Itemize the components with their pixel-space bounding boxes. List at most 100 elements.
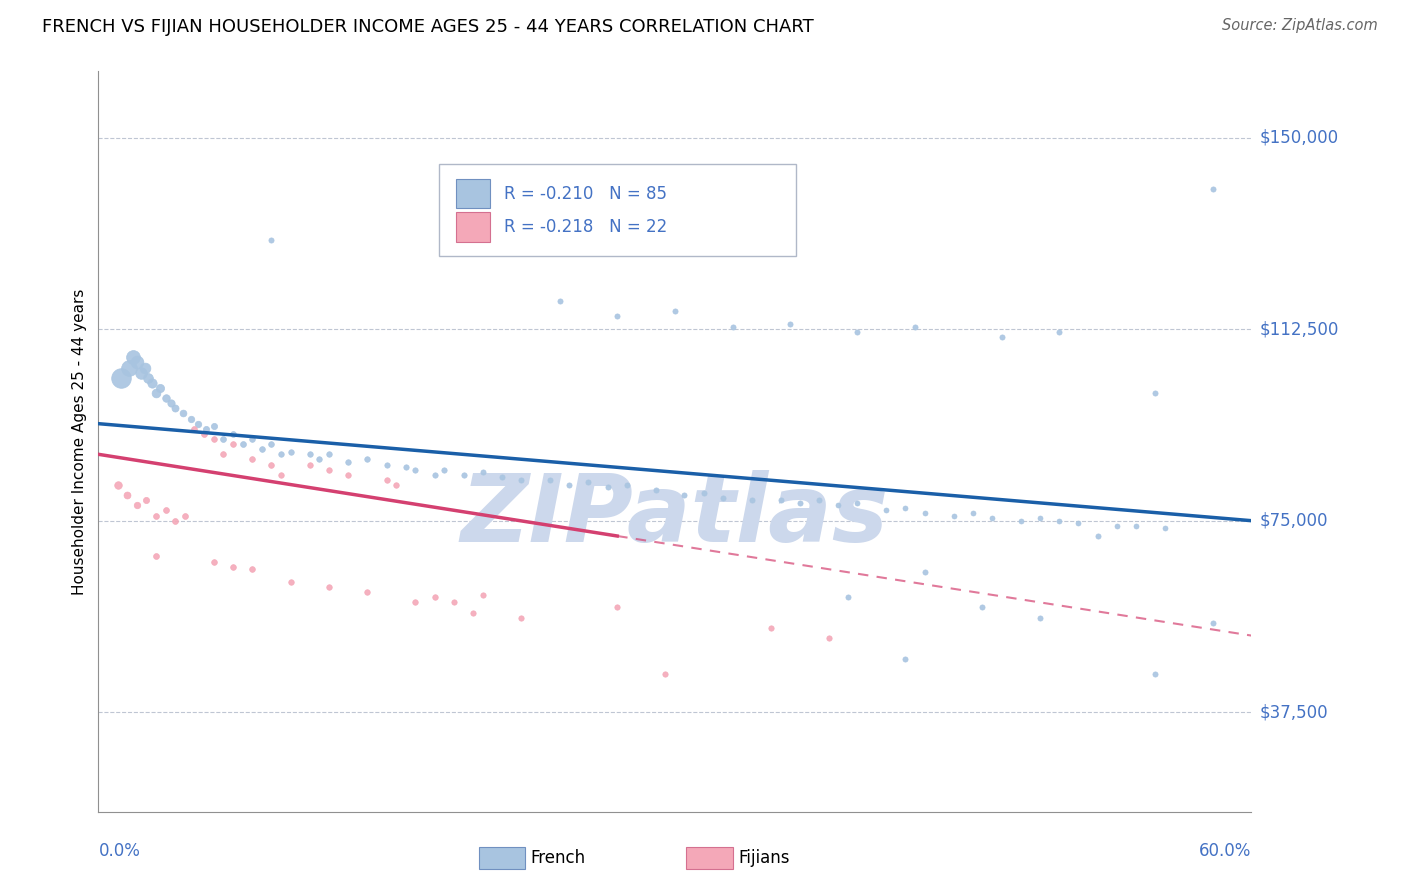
Point	[298, 458, 321, 472]
Point	[145, 508, 167, 523]
Point	[914, 506, 936, 520]
Text: $112,500: $112,500	[1260, 320, 1339, 338]
Point	[318, 447, 340, 461]
Point	[385, 478, 408, 492]
Point	[827, 499, 849, 513]
Y-axis label: Householder Income Ages 25 - 44 years: Householder Income Ages 25 - 44 years	[72, 288, 87, 595]
Point	[423, 467, 446, 482]
Point	[1029, 610, 1052, 624]
Point	[138, 370, 160, 384]
Point	[904, 319, 927, 334]
Point	[165, 514, 187, 528]
Point	[160, 396, 183, 410]
Point	[644, 207, 666, 221]
Point	[471, 588, 494, 602]
Point	[356, 585, 378, 599]
Point	[558, 478, 581, 492]
Text: R = -0.210   N = 85: R = -0.210 N = 85	[505, 185, 668, 202]
Point	[240, 432, 263, 446]
Point	[1087, 529, 1109, 543]
Point	[183, 422, 205, 436]
Point	[180, 411, 202, 425]
Text: ZIPatlas: ZIPatlas	[461, 469, 889, 562]
Point	[510, 610, 533, 624]
Text: 0.0%: 0.0%	[98, 842, 141, 860]
Point	[395, 460, 418, 475]
Point	[1154, 521, 1177, 535]
Point	[318, 580, 340, 594]
Point	[741, 493, 763, 508]
Point	[240, 452, 263, 467]
Point	[711, 491, 734, 505]
Point	[443, 595, 465, 609]
Point	[654, 666, 676, 681]
Point	[693, 485, 716, 500]
Text: $75,000: $75,000	[1260, 512, 1329, 530]
Point	[280, 444, 302, 458]
Point	[789, 496, 811, 510]
Point	[270, 467, 292, 482]
Point	[962, 506, 984, 520]
Point	[616, 478, 638, 492]
Text: $37,500: $37,500	[1260, 703, 1329, 721]
Point	[193, 426, 215, 441]
Point	[807, 493, 830, 508]
Point	[759, 621, 782, 635]
Point	[222, 559, 245, 574]
Point	[375, 473, 398, 487]
Point	[187, 417, 209, 431]
Point	[491, 470, 513, 484]
Point	[433, 462, 456, 476]
Point	[356, 452, 378, 467]
Text: R = -0.218   N = 22: R = -0.218 N = 22	[505, 218, 668, 235]
Point	[134, 360, 156, 375]
Point	[453, 467, 475, 482]
Point	[576, 475, 599, 490]
Point	[1144, 666, 1167, 681]
Point	[596, 481, 619, 495]
Point	[250, 442, 273, 457]
Point	[817, 631, 839, 645]
Point	[875, 503, 897, 517]
Point	[107, 478, 129, 492]
Point	[318, 462, 340, 476]
Point	[606, 600, 628, 615]
Text: FRENCH VS FIJIAN HOUSEHOLDER INCOME AGES 25 - 44 YEARS CORRELATION CHART: FRENCH VS FIJIAN HOUSEHOLDER INCOME AGES…	[42, 18, 814, 36]
Point	[405, 462, 427, 476]
Point	[125, 355, 148, 369]
Point	[779, 317, 801, 331]
Point	[673, 488, 696, 502]
Text: Source: ZipAtlas.com: Source: ZipAtlas.com	[1222, 18, 1378, 33]
Text: $150,000: $150,000	[1260, 128, 1339, 147]
Text: 60.0%: 60.0%	[1199, 842, 1251, 860]
Point	[538, 473, 561, 487]
Point	[129, 366, 152, 380]
Point	[471, 465, 494, 479]
Point	[548, 294, 571, 309]
Point	[337, 455, 360, 469]
Point	[721, 319, 744, 334]
Point	[165, 401, 187, 416]
Point	[260, 437, 283, 451]
Text: French: French	[530, 848, 586, 867]
Point	[308, 452, 330, 467]
Point	[202, 432, 225, 446]
Point	[195, 422, 218, 436]
Point	[240, 562, 263, 576]
Point	[510, 473, 533, 487]
Point	[972, 600, 994, 615]
Point	[1125, 518, 1147, 533]
Point	[846, 325, 869, 339]
Point	[1144, 386, 1167, 401]
Point	[894, 500, 917, 515]
Point	[260, 458, 283, 472]
Point	[280, 574, 302, 589]
Point	[212, 447, 235, 461]
Point	[172, 407, 194, 421]
Point	[222, 426, 245, 441]
Point	[1010, 514, 1032, 528]
Point	[1067, 516, 1090, 531]
Bar	[686, 847, 733, 869]
FancyBboxPatch shape	[439, 164, 796, 257]
Point	[145, 549, 167, 564]
